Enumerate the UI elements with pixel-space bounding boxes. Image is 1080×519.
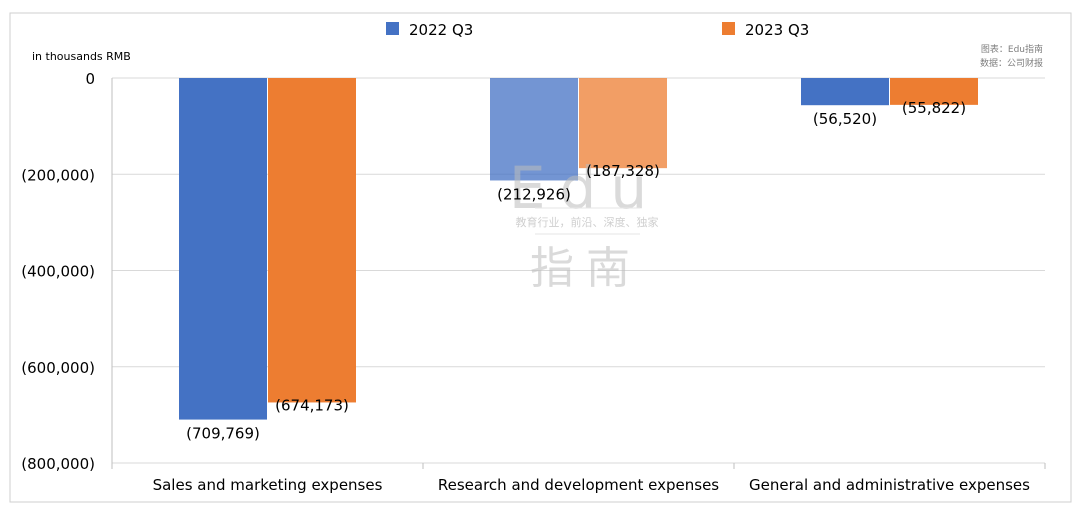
bar [179,78,267,420]
data-label: (709,769) [186,425,260,443]
unit-label: in thousands RMB [32,50,131,63]
y-tick-label: (800,000) [21,455,95,473]
data-labels: (709,769) (674,173) (212,926) (187,328) (56,… [186,99,966,443]
source-line-2: 数据：公司财报 [980,57,1043,69]
y-tick-label: 0 [85,70,95,88]
data-label: (674,173) [275,396,349,414]
axes: 0 (200,000) (400,000) (600,000) (800,000) Sal… [21,70,1046,494]
x-tick-label: Sales and marketing expenses [153,476,383,494]
gridlines [112,77,1045,464]
bar [268,78,356,403]
bars [179,78,978,420]
y-tick-label: (600,000) [21,359,95,377]
watermark-slogan: 教育行业，前沿、深度、独家 [516,215,659,229]
bar [579,78,667,169]
watermark: Edu 教育行业，前沿、深度、独家 指南 [509,154,661,294]
data-label: (187,328) [586,162,660,180]
y-tick-label: (400,000) [21,263,95,281]
watermark-name: 指南 [530,243,642,294]
legend-label: 2023 Q3 [745,21,809,39]
x-tick-label: General and administrative expenses [749,476,1030,494]
legend: 2022 Q3 2023 Q3 [386,21,809,39]
legend-swatch [386,22,399,35]
data-label: (55,822) [902,99,966,117]
bar [890,78,978,105]
data-label: (212,926) [497,185,571,203]
bar [801,78,889,106]
watermark-logo: Edu [509,154,661,222]
legend-label: 2022 Q3 [409,21,473,39]
y-tick-label: (200,000) [21,166,95,184]
source-line-1: 图表：Edu指南 [981,43,1043,55]
x-tick-label: Research and development expenses [438,476,719,494]
data-label: (56,520) [813,110,877,128]
bar [490,78,578,181]
legend-swatch [722,22,735,35]
